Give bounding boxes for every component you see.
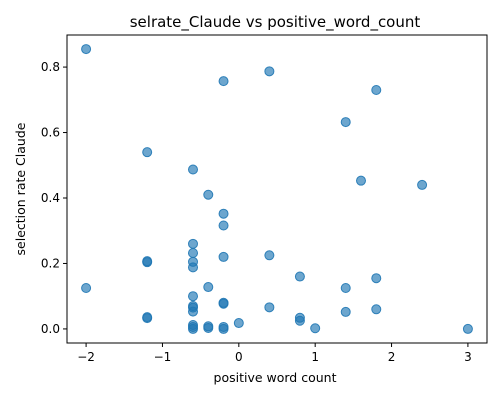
scatter-point	[81, 283, 92, 294]
scatter-point	[188, 238, 198, 249]
scatter-point	[218, 251, 229, 262]
x-tick-label: 1	[311, 350, 319, 364]
plot-frame	[66, 34, 488, 344]
scatter-point	[294, 271, 305, 282]
y-axis-label: selection rate Claude	[13, 122, 28, 255]
scatter-point	[264, 66, 275, 77]
y-tick-label: 0.6	[41, 126, 60, 140]
scatter-point	[188, 323, 198, 334]
x-tick-label: −2	[77, 350, 95, 364]
axis-ticks: −2 −1 0 1 2 3 0.0 0.2 0.4 0.6 0.8	[41, 60, 472, 364]
scatter-point	[142, 147, 153, 158]
scatter-point	[294, 315, 305, 326]
scatter-point	[340, 117, 351, 128]
x-tick-label: −1	[154, 350, 172, 364]
scatter-point	[142, 257, 153, 268]
x-tick-label: 0	[235, 350, 243, 364]
scatter-point	[340, 283, 351, 294]
scatter-point	[188, 291, 198, 302]
scatter-point	[218, 76, 229, 87]
scatter-point	[203, 282, 214, 293]
scatter-point	[371, 84, 382, 95]
scatter-point	[218, 323, 229, 334]
scatter-point	[218, 298, 229, 309]
scatter-point	[218, 220, 229, 231]
scatter-point	[233, 318, 244, 329]
y-tick-label: 0.0	[41, 322, 60, 336]
scatter-point	[188, 247, 198, 258]
y-tick-label: 0.8	[41, 60, 60, 74]
scatter-point	[203, 322, 214, 333]
scatter-point	[417, 179, 428, 190]
scatter-point	[203, 189, 214, 200]
x-axis-label: positive word count	[214, 370, 337, 385]
scatter-point	[462, 323, 473, 334]
scatter-point	[340, 306, 351, 317]
scatter-point	[142, 313, 153, 324]
scatter-point	[218, 208, 229, 219]
scatter-point	[81, 44, 92, 55]
scatter-point	[188, 164, 198, 175]
scatter-point	[310, 323, 321, 334]
chart-title: selrate_Claude vs positive_word_count	[130, 13, 421, 32]
x-tick-label: 2	[388, 350, 396, 364]
scatter-point	[371, 273, 382, 284]
scatter-point	[264, 250, 275, 261]
scatter-point	[188, 262, 198, 273]
scatter-point	[188, 306, 198, 317]
data-points	[81, 44, 473, 334]
x-tick-label: 3	[464, 350, 472, 364]
scatter-point	[264, 302, 275, 313]
scatter-point	[371, 304, 382, 315]
scatter-point	[356, 175, 366, 186]
y-tick-label: 0.2	[41, 256, 60, 270]
y-tick-label: 0.4	[41, 191, 60, 205]
